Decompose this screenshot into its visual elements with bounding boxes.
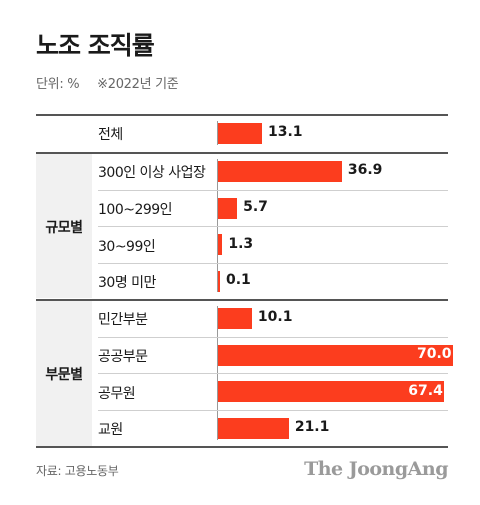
row-divider: [98, 373, 448, 375]
page-title: 노조 조직률: [36, 31, 155, 60]
data-bar: [218, 307, 252, 329]
unit-label: 단위: %: [36, 77, 80, 92]
group-divider: [36, 152, 448, 154]
category-label: 300인 이상 사업장: [98, 165, 206, 182]
group-label: 부문별: [45, 367, 83, 383]
year-note: ※2022년 기준: [97, 77, 179, 92]
publisher-logo: The JoongAng: [304, 458, 448, 480]
value-label: 67.4: [408, 382, 443, 399]
data-bar: [218, 234, 223, 256]
category-label: 30~99인: [98, 238, 156, 255]
row-divider: [98, 189, 448, 191]
row-divider: [98, 410, 448, 412]
row-divider: [98, 226, 448, 228]
category-label: 전체: [98, 127, 123, 144]
value-label: 5.7: [243, 199, 268, 216]
table-top-rule: [36, 114, 448, 116]
row-divider: [98, 336, 448, 338]
data-bar: [218, 381, 445, 403]
value-label: 36.9: [347, 162, 383, 179]
data-bar: [218, 344, 453, 366]
data-bar: [218, 417, 289, 439]
unit-note: 단위: % ※2022년 기준: [36, 73, 192, 92]
table-bottom-rule: [36, 446, 448, 448]
value-label: 70.0: [417, 346, 452, 363]
category-label: 30명 미만: [98, 275, 156, 292]
value-label: 1.3: [228, 235, 254, 252]
category-label: 100~299인: [98, 202, 173, 219]
group-divider: [36, 299, 448, 301]
value-axis-line: [217, 159, 218, 292]
group-label-cell: [36, 300, 92, 446]
data-bar: [218, 160, 342, 182]
source-note: 자료: 고용노동부: [36, 464, 119, 478]
category-label: 민간부분: [98, 312, 148, 329]
category-label: 공공부문: [98, 349, 148, 366]
value-label: 21.1: [294, 419, 330, 436]
value-label: 13.1: [267, 124, 303, 141]
group-label-cell: [36, 153, 92, 298]
category-label: 공무원: [98, 385, 136, 402]
row-divider: [98, 263, 448, 265]
value-axis-line: [217, 121, 218, 145]
data-bar: [218, 122, 262, 144]
data-bar: [218, 197, 238, 219]
value-label: 10.1: [257, 309, 293, 326]
value-label: 0.1: [226, 272, 251, 289]
group-label: 규모별: [45, 219, 83, 236]
category-label: 교원: [98, 422, 123, 439]
value-axis-line: [217, 306, 218, 440]
data-bar: [218, 270, 220, 292]
